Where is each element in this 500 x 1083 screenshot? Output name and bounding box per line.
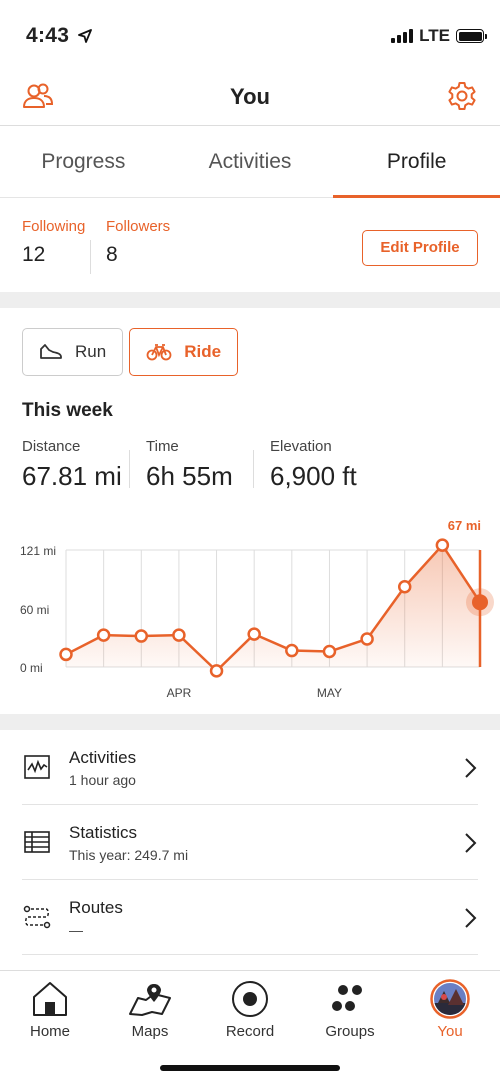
edit-profile-button[interactable]: Edit Profile [362, 230, 478, 266]
chart-point [209, 664, 224, 678]
chart-highlight-label: 67 mi [448, 518, 481, 533]
chart-svg: 121 mi 60 mi 0 mi APR MAY 67 mi [20, 518, 494, 700]
page-title: You [230, 84, 270, 109]
menu-title: Activities [69, 748, 137, 767]
home-indicator [160, 1065, 340, 1071]
location-arrow-icon [78, 29, 93, 43]
distance-label: Distance [22, 438, 81, 455]
map-icon [128, 977, 172, 1021]
weekly-distance-chart[interactable]: 121 mi 60 mi 0 mi APR MAY 67 mi [0, 510, 500, 710]
ride-button[interactable]: Ride [129, 328, 239, 376]
menu-item-statistics[interactable]: Statistics This year: 249.7 mi [22, 805, 478, 880]
gear-icon[interactable] [446, 80, 478, 112]
week-title: This week [22, 400, 113, 421]
tabbar-label: Home [29, 1023, 70, 1040]
status-bar: 4:43 LTE [0, 0, 500, 70]
tabbar-home[interactable]: Home [0, 977, 100, 1040]
chart-point [285, 643, 299, 658]
home-icon [28, 977, 72, 1021]
time-value: 6h 55m [146, 461, 233, 491]
chart-point [59, 647, 73, 662]
chart-area [66, 545, 480, 671]
distance-value: 67.81 mi [22, 461, 122, 491]
chevron-right-icon [465, 758, 477, 778]
top-tabs: Progress Activities Profile [0, 126, 500, 198]
menu-title: Routes [69, 898, 123, 917]
x-tick-label: APR [167, 686, 192, 700]
bottom-tab-bar: Home Maps Record Groups [0, 970, 500, 1083]
chart-point [172, 628, 186, 642]
activity-graph-icon [24, 755, 50, 779]
y-tick-label: 121 mi [20, 544, 56, 558]
menu-subtitle: — [69, 922, 83, 938]
app-header: You [0, 70, 500, 126]
menu-item-routes[interactable]: Routes — [22, 880, 478, 955]
time-stat: Time 6h 55m [146, 438, 233, 492]
chevron-right-icon [465, 908, 477, 928]
chart-point [322, 644, 337, 659]
route-icon [23, 905, 51, 929]
tabbar-label: Groups [325, 1023, 375, 1040]
tabbar-groups[interactable]: Groups [300, 977, 400, 1040]
tabbar-label: Record [225, 1023, 275, 1040]
menu-subtitle: 1 hour ago [69, 772, 136, 788]
menu-item-activities[interactable]: Activities 1 hour ago [22, 730, 478, 805]
elevation-label: Elevation [270, 438, 332, 455]
chart-point [134, 629, 149, 643]
follow-divider [90, 240, 91, 274]
groups-icon [328, 977, 372, 1021]
status-time: 4:43 [26, 24, 70, 47]
tab-activities[interactable]: Activities [208, 150, 292, 173]
followers-label: Followers [106, 218, 171, 235]
record-icon [228, 977, 272, 1021]
chart-highlight-point [472, 594, 488, 611]
tabbar-label: Maps [131, 1023, 169, 1040]
y-tick-label: 0 mi [20, 661, 43, 675]
chart-point [96, 628, 111, 642]
followers-stat[interactable]: Followers 8 [106, 218, 170, 267]
chart-point [360, 632, 374, 646]
table-icon [24, 831, 50, 853]
tab-progress[interactable]: Progress [41, 150, 126, 173]
avatar [428, 977, 472, 1021]
tabbar-you[interactable]: You [400, 977, 500, 1040]
following-label: Following [22, 218, 86, 235]
run-label: Run [75, 342, 107, 361]
elevation-stat: Elevation 6,900 ft [270, 438, 357, 492]
following-stat[interactable]: Following 12 [22, 218, 85, 267]
tabbar-label: You [437, 1023, 463, 1040]
followers-count: 8 [106, 243, 118, 266]
section-divider [0, 714, 500, 730]
tabbar-record[interactable]: Record [200, 977, 300, 1040]
bike-icon [146, 344, 172, 361]
ride-label: Ride [184, 342, 222, 361]
shoe-icon [40, 344, 62, 359]
chart-point [247, 627, 261, 641]
following-count: 12 [22, 243, 46, 266]
x-tick-label: MAY [317, 686, 342, 700]
sport-toggle: Run Ride [22, 328, 239, 376]
chevron-right-icon [465, 833, 477, 853]
elevation-value: 6,900 ft [270, 461, 357, 491]
tab-profile[interactable]: Profile [333, 126, 500, 198]
menu-subtitle: This year: 249.7 mi [69, 847, 189, 863]
find-friends-icon[interactable] [22, 82, 54, 110]
y-tick-label: 60 mi [20, 603, 49, 617]
chart-point [397, 579, 412, 594]
profile-menu: Activities 1 hour ago Statistics This ye… [0, 730, 500, 955]
follow-section: Following 12 Followers 8 Edit Profile [22, 218, 478, 274]
signal-icon [391, 29, 414, 43]
network-label: LTE [419, 26, 450, 45]
battery-icon [456, 29, 487, 43]
chart-point [435, 538, 450, 552]
section-divider [0, 292, 500, 308]
week-stats: Distance 67.81 mi Time 6h 55m Elevation … [22, 438, 478, 498]
distance-stat: Distance 67.81 mi [22, 438, 122, 492]
run-button[interactable]: Run [22, 328, 124, 376]
menu-title: Statistics [69, 823, 138, 842]
time-label: Time [146, 438, 179, 455]
tabbar-maps[interactable]: Maps [100, 977, 200, 1040]
